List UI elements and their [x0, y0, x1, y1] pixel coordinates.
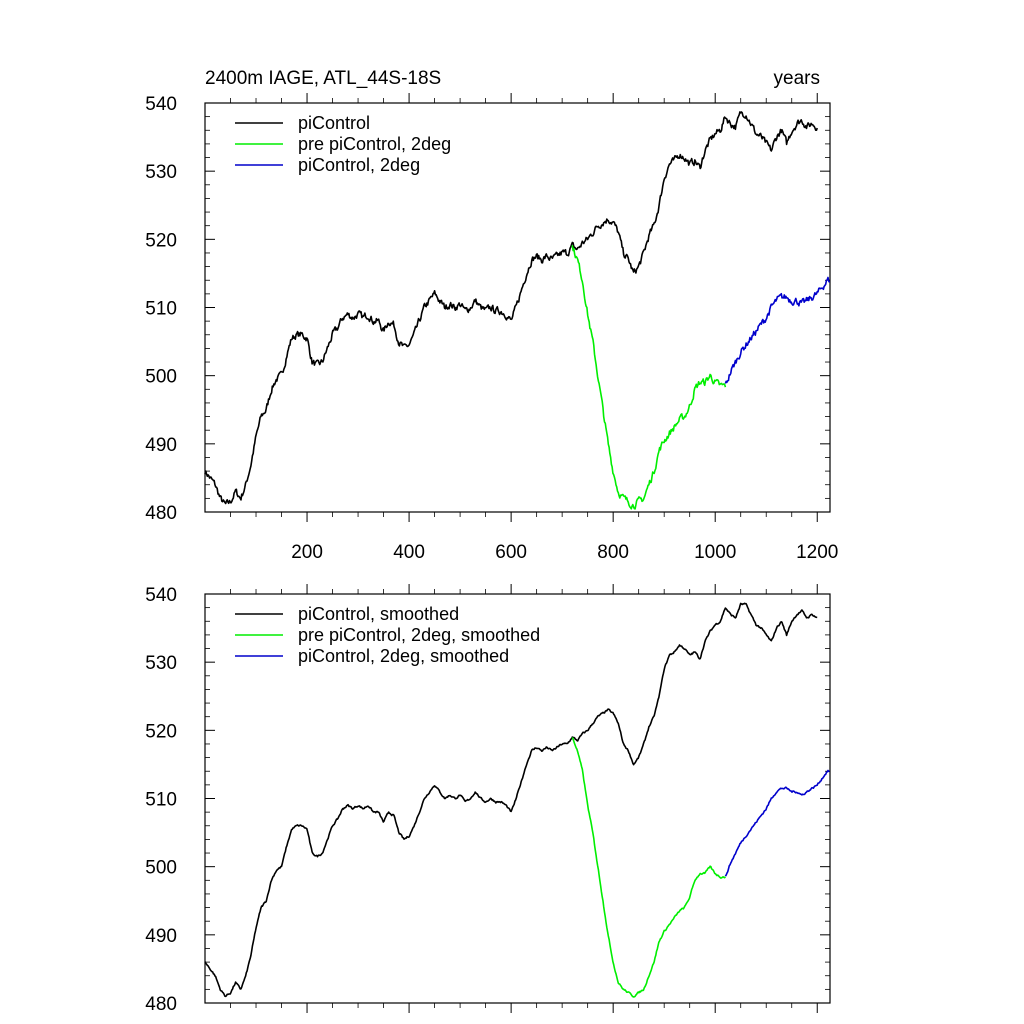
series-line-1	[571, 737, 726, 998]
y-tick-label: 500	[145, 858, 177, 879]
legend-label-0: piControl	[298, 113, 370, 133]
y-tick-label: 520	[145, 230, 177, 251]
bottom-panel: 480 490 500 510 520 530 540 piControl, smoothed…	[145, 584, 831, 1015]
series-line-0	[204, 111, 818, 505]
legend-label-2: piControl, 2deg	[298, 155, 420, 175]
x-tick-label: 800	[597, 542, 629, 563]
chart-right-title: years	[774, 68, 820, 89]
x-tick-label: 400	[393, 542, 425, 563]
y-tick-label: 540	[145, 585, 177, 606]
legend-label-2: piControl, 2deg, smoothed	[298, 646, 509, 666]
legend-label-1: pre piControl, 2deg, smoothed	[298, 625, 540, 645]
y-tick-label: 480	[145, 994, 177, 1015]
chart-title: 2400m IAGE, ATL_44S-18S	[205, 68, 441, 89]
y-tick-label: 530	[145, 653, 177, 674]
y-tick-label: 510	[145, 790, 177, 811]
x-tick-label: 200	[291, 542, 323, 563]
y-tick-label: 480	[145, 503, 177, 524]
series-line-2	[724, 276, 831, 384]
x-tick-label: 600	[495, 542, 527, 563]
y-tick-label: 490	[145, 926, 177, 947]
top-panel: 480 490 500 510 520 530 540 200 400 600 800 1000 120…	[145, 68, 838, 563]
x-tick-label: 1000	[694, 542, 736, 563]
y-tick-label: 520	[145, 721, 177, 742]
y-tick-label: 500	[145, 367, 177, 388]
legend-label-0: piControl, smoothed	[298, 604, 459, 624]
x-tick-label: 1200	[796, 542, 838, 563]
y-tick-label: 530	[145, 162, 177, 183]
y-tick-label: 540	[145, 94, 177, 115]
series-line-1	[571, 245, 727, 510]
y-tick-label: 510	[145, 299, 177, 320]
series-line-2	[724, 769, 830, 877]
y-tick-label: 490	[145, 435, 177, 456]
series-line-0	[204, 602, 818, 998]
legend-label-1: pre piControl, 2deg	[298, 134, 451, 154]
